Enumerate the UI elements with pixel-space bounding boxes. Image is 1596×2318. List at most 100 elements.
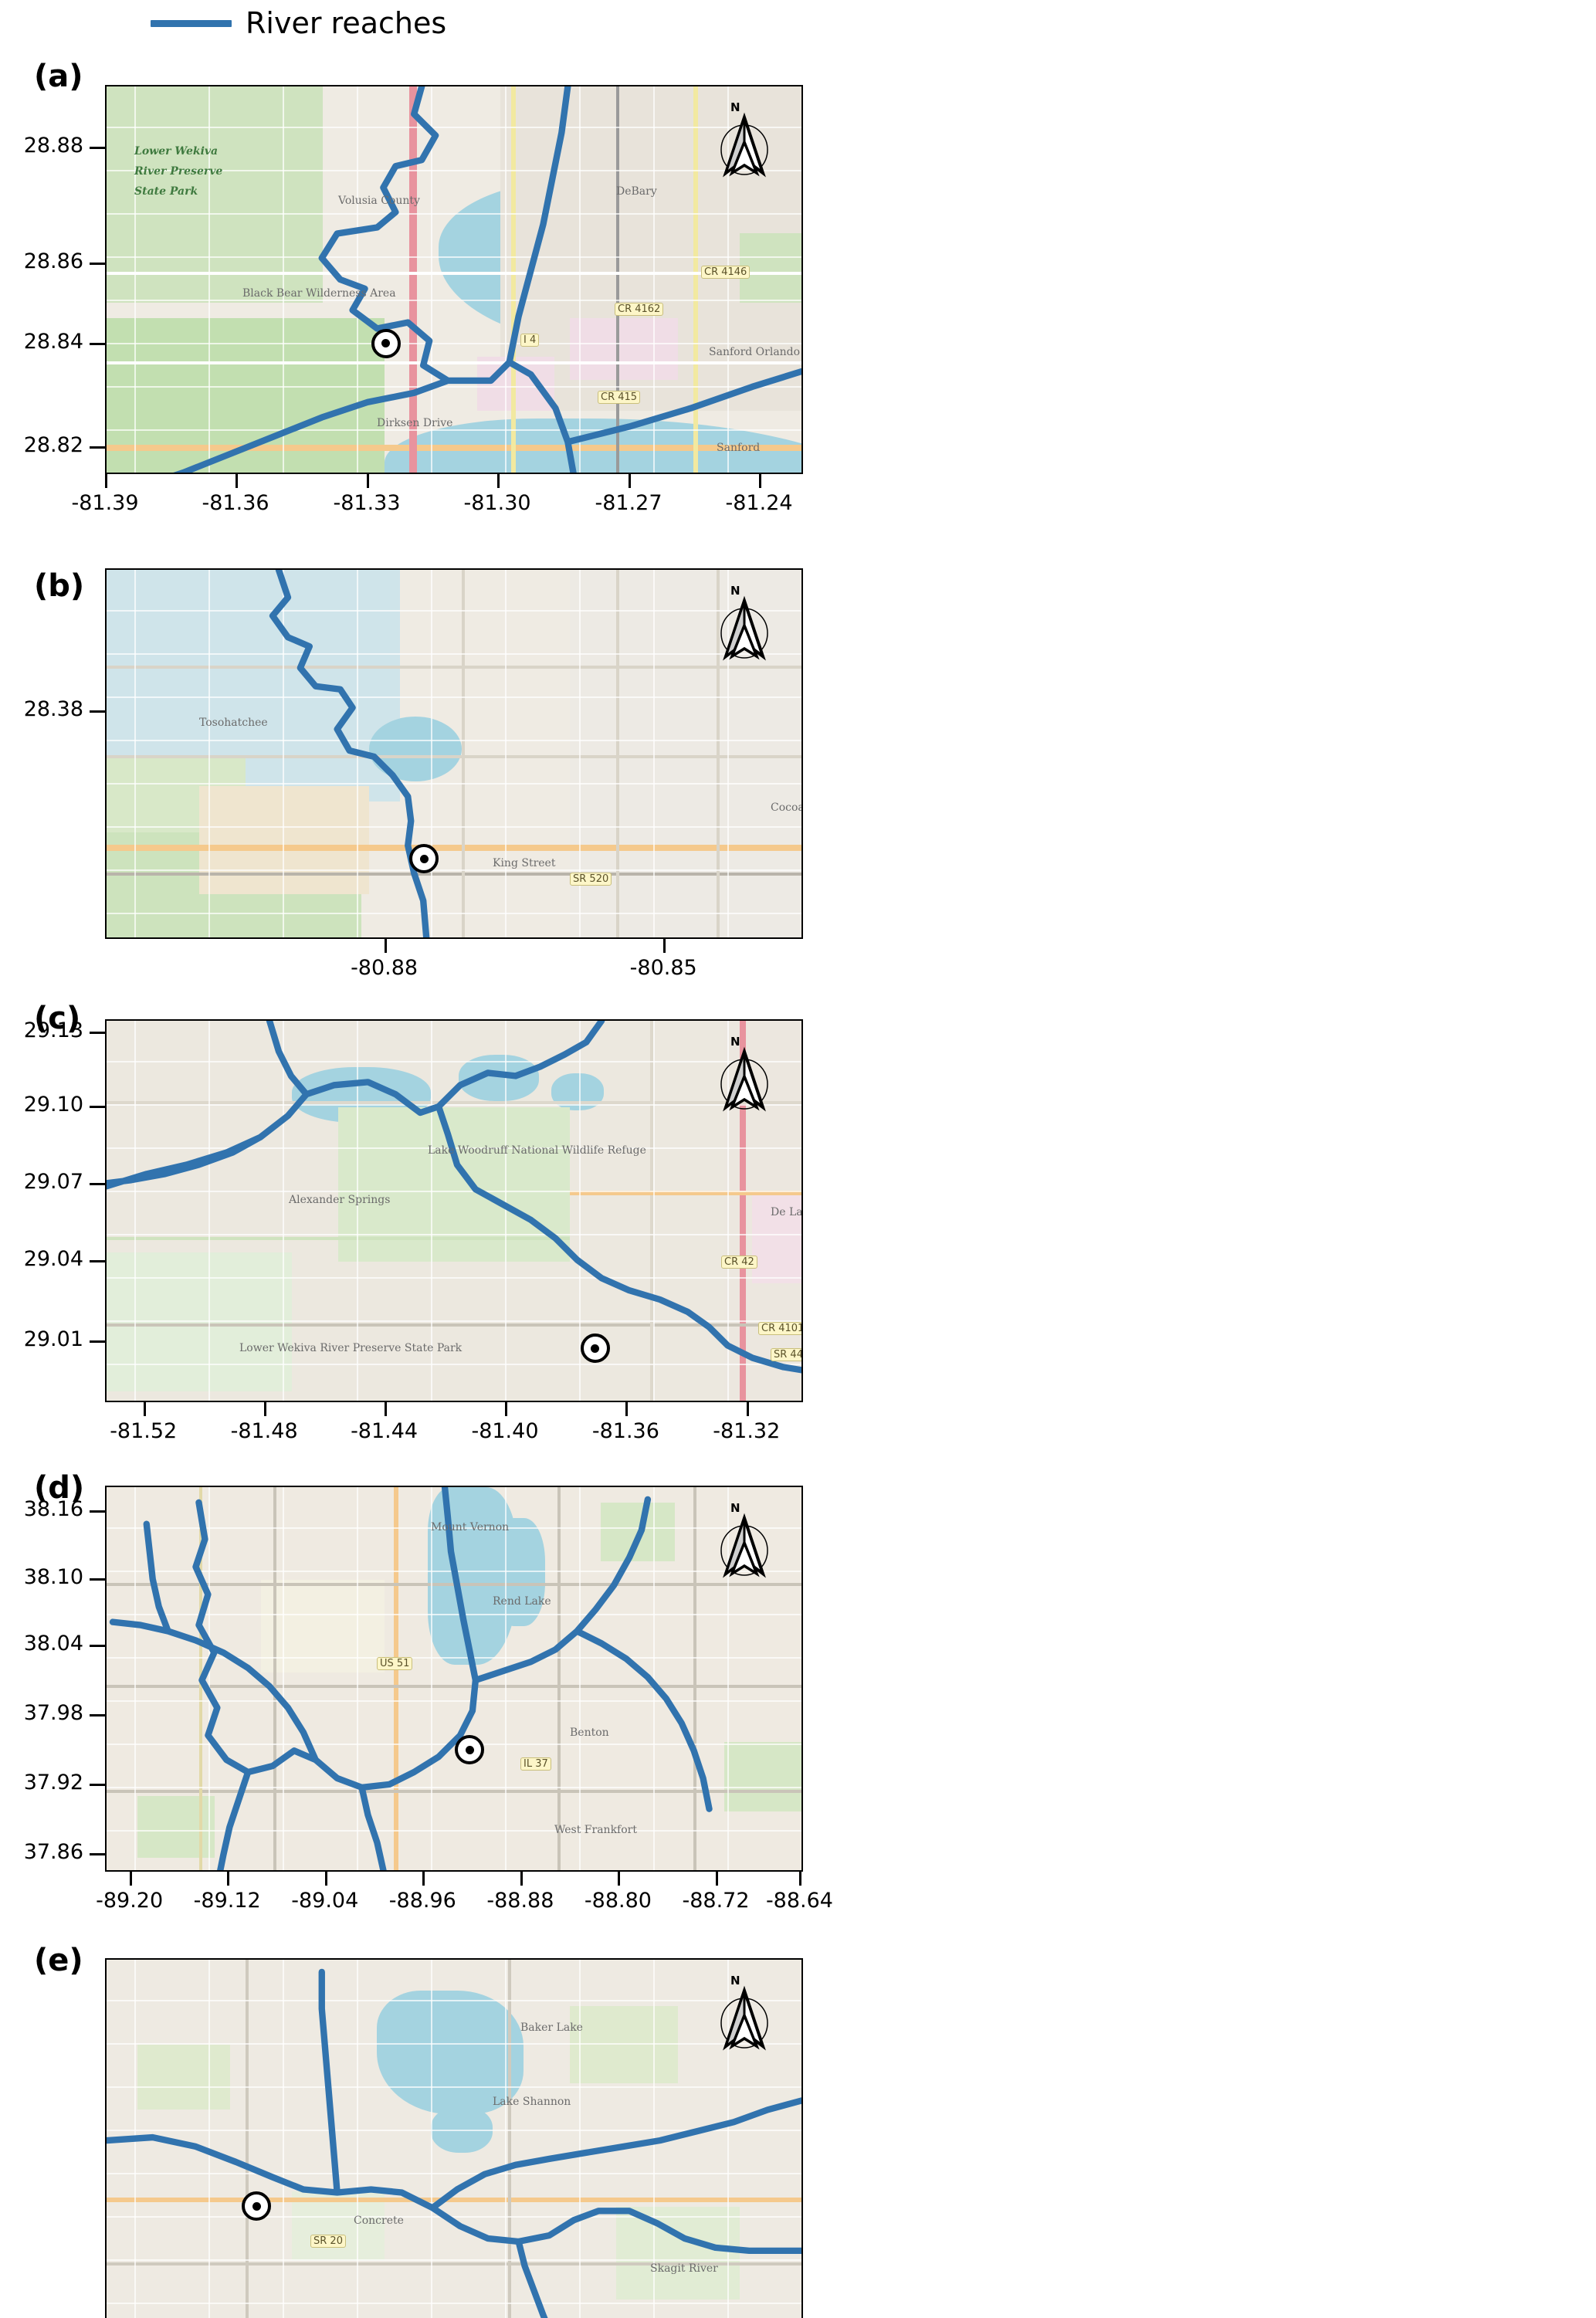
map-place-label: Baker Lake <box>520 2021 583 2034</box>
gauge-marker <box>371 328 401 358</box>
map-place-label: Lower Wekiva <box>134 145 219 158</box>
map-ytick-label: 29.01 <box>23 1327 83 1351</box>
panel-letter-e: (e) <box>34 1943 83 1978</box>
map-ytick-label: 29.07 <box>23 1170 83 1194</box>
map-road <box>107 845 801 851</box>
map-street <box>431 1960 432 2318</box>
map-street <box>107 869 801 871</box>
map-street <box>107 2216 801 2218</box>
map-street <box>727 570 729 937</box>
map-landcover <box>493 1518 545 1626</box>
map-road <box>616 86 619 473</box>
map-street <box>505 1021 507 1401</box>
map-panel-0: Lower Wekiva River Preserve State Park Volu… <box>105 85 803 474</box>
map-road <box>107 361 801 364</box>
svg-text:N: N <box>730 1501 740 1515</box>
map-road <box>462 570 465 937</box>
map-street <box>579 86 581 473</box>
panel-letter-a: (a) <box>34 59 83 94</box>
map-xtick-label: -81.27 <box>595 491 662 515</box>
map-ytick-mark <box>90 1714 105 1716</box>
map-place-label: CR 4146 <box>701 266 751 279</box>
map-ytick-label: 28.82 <box>23 433 83 457</box>
map-road <box>570 1191 801 1195</box>
map-xtick-label: -89.20 <box>96 1889 164 1913</box>
map-xtick-label: -88.80 <box>584 1889 652 1913</box>
map-street <box>107 783 801 785</box>
map-street <box>283 1021 284 1401</box>
north-arrow-icon: N <box>709 1972 780 2057</box>
map-street <box>431 570 432 937</box>
map-canvas: Lower Wekiva River Preserve State Park Volu… <box>107 86 801 473</box>
map-landcover <box>616 2207 740 2299</box>
map-xtick-label: -81.44 <box>351 1419 418 1443</box>
map-place-label: West Frankfort <box>554 1824 637 1836</box>
map-place-label: I 4 <box>520 334 540 347</box>
map-xtick-mark <box>497 474 500 488</box>
map-place-label: Skagit River <box>650 2262 718 2275</box>
map-xtick-label: -81.40 <box>471 1419 539 1443</box>
map-road <box>107 272 801 275</box>
map-street <box>107 696 801 698</box>
map-street <box>727 1487 729 1870</box>
map-panel-2: Lake Woodruff National Wildlife Refuge De… <box>105 1019 803 1402</box>
map-street <box>431 1487 432 1870</box>
map-road <box>740 1021 746 1401</box>
map-place-label: US 51 <box>377 1657 413 1670</box>
map-place-label: SR 44 <box>771 1348 801 1361</box>
map-street <box>134 86 136 473</box>
map-place-label: CR 415 <box>598 391 641 404</box>
map-place-label: Mount Vernon <box>431 1521 510 1533</box>
map-street <box>505 1487 507 1870</box>
map-xtick-label: -88.64 <box>765 1889 833 1913</box>
map-road <box>107 1323 801 1327</box>
river-reaches-layer <box>107 1021 801 1401</box>
map-xtick-mark <box>716 1872 718 1886</box>
map-street <box>107 1320 801 1322</box>
river-reaches-layer <box>107 1487 801 1870</box>
map-ytick-mark <box>90 1032 105 1034</box>
map-road <box>650 1021 653 1401</box>
map-xtick-label: -81.52 <box>110 1419 178 1443</box>
map-place-label: State Park <box>134 185 198 198</box>
map-landcover <box>338 1107 570 1262</box>
map-street <box>208 570 210 937</box>
map-xtick-mark <box>143 1402 146 1416</box>
map-place-label: De Land <box>771 1206 801 1218</box>
map-road <box>107 873 801 876</box>
map-road <box>107 1237 570 1240</box>
map-ytick-mark <box>90 1106 105 1108</box>
map-road <box>557 1487 561 1870</box>
map-place-label: Volusia County <box>338 195 420 207</box>
map-street <box>579 570 581 937</box>
north-arrow-icon: N <box>709 1033 780 1118</box>
map-ytick-mark <box>90 147 105 149</box>
map-frame: Lake Woodruff National Wildlife Refuge De… <box>105 1019 803 1402</box>
map-place-label: Lake Woodruff National Wildlife Refuge <box>428 1144 646 1157</box>
map-street <box>727 86 729 473</box>
map-street <box>579 1021 581 1401</box>
map-street <box>107 1614 801 1615</box>
map-street <box>208 1960 210 2318</box>
map-xtick-mark <box>520 1872 523 1886</box>
map-road <box>107 1790 801 1793</box>
map-landcover <box>724 1742 801 1811</box>
map-landcover <box>752 1191 801 1283</box>
panel-letter-c: (c) <box>34 1001 81 1036</box>
map-xtick-mark <box>504 1402 507 1416</box>
map-place-label: Tosohatchee <box>199 717 268 729</box>
map-xtick-mark <box>746 1402 749 1416</box>
map-road <box>246 1960 249 2318</box>
map-place-label: Sanford <box>717 442 761 454</box>
map-ytick-mark <box>90 1645 105 1647</box>
map-road <box>511 86 516 473</box>
map-place-label: Sanford Orlando Airport <box>709 346 801 358</box>
map-ytick-mark <box>90 1340 105 1343</box>
map-street <box>107 1364 801 1365</box>
map-xtick-mark <box>105 474 107 488</box>
map-place-label: Lower Wekiva River Preserve State Park <box>239 1342 463 1354</box>
north-arrow-icon: N <box>709 582 780 667</box>
map-xtick-mark <box>663 939 666 953</box>
map-landcover <box>137 2045 230 2110</box>
